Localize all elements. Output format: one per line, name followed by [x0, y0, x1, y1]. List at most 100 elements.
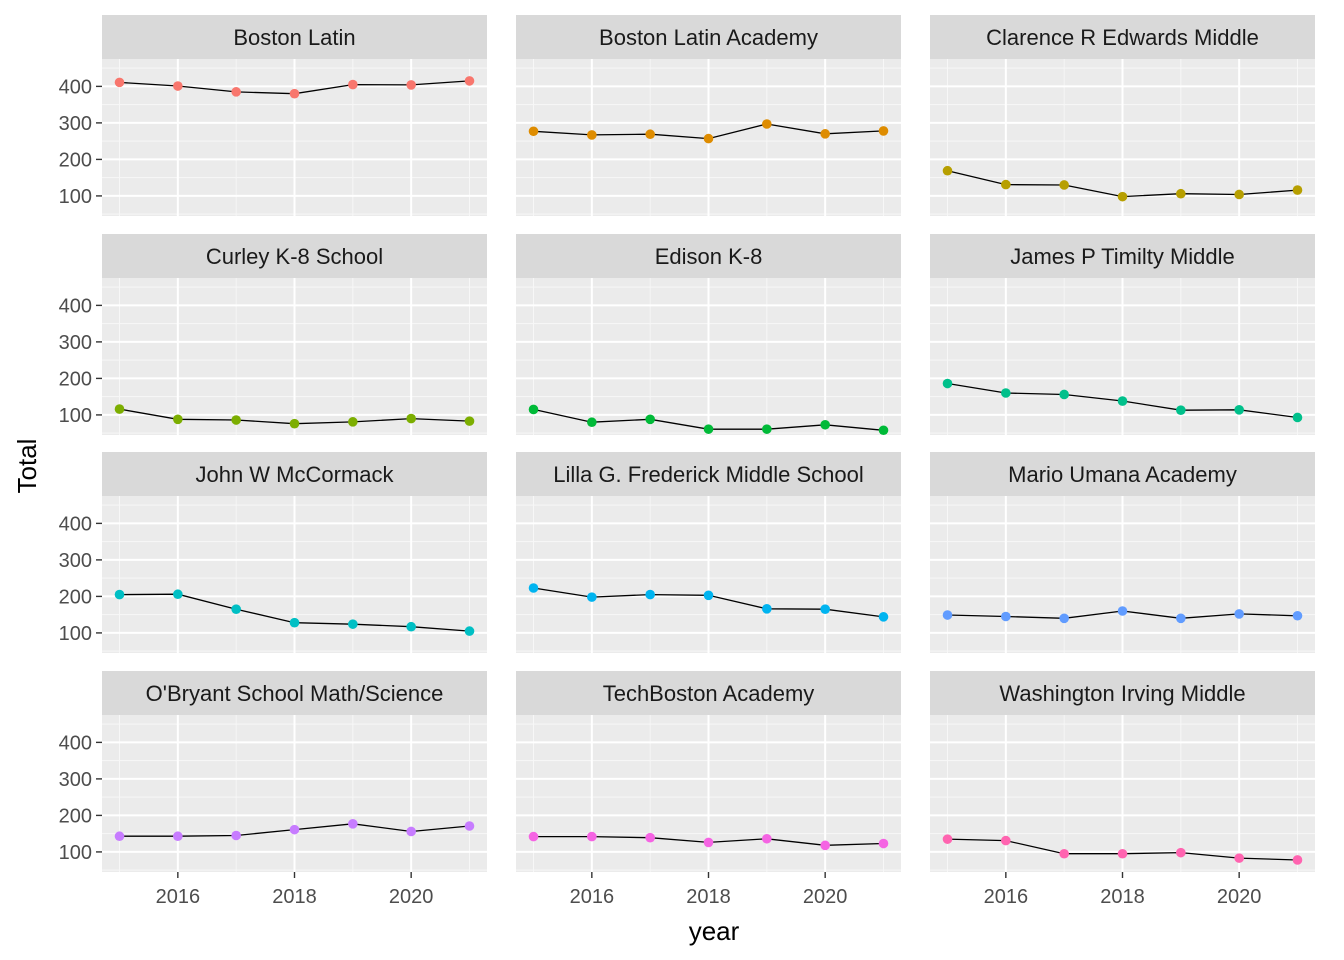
data-point: [348, 417, 358, 427]
facet-panels: Boston Latin Boston Latin Academy Clarence…: [102, 15, 1315, 872]
data-point: [173, 831, 183, 842]
data-point: [878, 612, 889, 622]
data-point: [587, 417, 597, 428]
facet-strip: [516, 671, 901, 715]
facet-strip: [516, 15, 901, 59]
data-point: [406, 413, 416, 424]
x-tick-label: 2018: [272, 886, 317, 908]
data-point: [528, 583, 539, 593]
facet-o-bryant-school-math-science: O'Bryant School Math/Science: [102, 671, 487, 872]
data-point: [820, 129, 830, 139]
data-point: [942, 378, 953, 389]
y-axis-title: Total: [12, 439, 42, 494]
facet-strip: [516, 234, 901, 278]
data-point: [878, 126, 889, 136]
y-tick-label: 100: [59, 405, 92, 427]
data-point: [645, 589, 655, 600]
data-point: [1001, 388, 1011, 398]
y-tick-label: 400: [59, 513, 92, 535]
data-point: [464, 821, 475, 831]
y-tick-label: 400: [59, 732, 92, 754]
data-point: [231, 87, 241, 97]
data-point: [1292, 412, 1303, 423]
facet-strip-label: Boston Latin: [233, 25, 355, 50]
facet-john-w-mccormack: John W McCormack: [102, 452, 487, 653]
data-point: [464, 416, 475, 426]
data-point: [1117, 191, 1128, 202]
data-point: [703, 424, 714, 434]
data-point: [231, 415, 241, 425]
data-point: [231, 604, 241, 614]
data-point: [645, 129, 655, 140]
y-tick-label: 200: [59, 805, 92, 827]
data-point: [528, 831, 539, 842]
data-point: [114, 77, 125, 88]
x-tick-label: 2018: [1100, 886, 1145, 908]
data-point: [289, 824, 300, 835]
facet-strip: [930, 452, 1315, 496]
data-point: [878, 425, 889, 436]
facet-boston-latin: Boston Latin: [102, 15, 487, 216]
data-point: [289, 617, 300, 628]
data-point: [528, 404, 539, 415]
facet-strip-label: Boston Latin Academy: [599, 25, 818, 50]
data-point: [1292, 185, 1303, 195]
data-point: [1234, 609, 1244, 619]
facet-lilla-g-frederick-middle-school: Lilla G. Frederick Middle School: [516, 452, 901, 653]
data-point: [587, 592, 597, 602]
facet-strip-label: Mario Umana Academy: [1008, 462, 1237, 487]
data-point: [348, 819, 358, 829]
facet-strip-label: John W McCormack: [195, 462, 394, 487]
data-point: [464, 76, 475, 86]
x-tick-label: 2016: [156, 886, 201, 908]
data-point: [1059, 613, 1069, 624]
data-point: [114, 404, 125, 414]
data-point: [1176, 613, 1186, 624]
facet-mario-umana-academy: Mario Umana Academy: [930, 452, 1315, 653]
data-point: [289, 88, 300, 99]
data-point: [406, 621, 416, 632]
x-axis-title: year: [689, 916, 740, 946]
data-point: [1234, 405, 1244, 415]
y-tick-label: 200: [59, 368, 92, 390]
data-point: [645, 414, 655, 425]
data-point: [1117, 396, 1128, 406]
facet-curley-k-8-school: Curley K-8 School: [102, 234, 487, 435]
facet-strip-label: Edison K-8: [655, 244, 763, 269]
data-point: [820, 419, 830, 430]
data-point: [114, 831, 125, 842]
facet-boston-latin-academy: Boston Latin Academy: [516, 15, 901, 216]
y-tick-label: 300: [59, 550, 92, 572]
data-point: [820, 604, 830, 614]
facet-strip: [102, 15, 487, 59]
data-point: [1059, 180, 1069, 190]
data-point: [114, 589, 125, 600]
y-tick-label: 400: [59, 295, 92, 317]
y-tick-label: 300: [59, 332, 92, 354]
data-point: [348, 79, 358, 90]
data-point: [1001, 835, 1011, 846]
data-point: [645, 832, 655, 843]
x-axes: 2016 2018 2020 2016 2018 2020 2016 2018 2020: [156, 872, 1262, 908]
data-point: [587, 130, 597, 140]
facet-techboston-academy: TechBoston Academy: [516, 671, 901, 872]
facet-strip: [102, 671, 487, 715]
data-point: [942, 610, 953, 620]
data-point: [406, 80, 416, 90]
data-point: [1001, 611, 1011, 622]
facet-strip-label: James P Timilty Middle: [1010, 244, 1235, 269]
data-point: [1234, 189, 1244, 200]
data-point: [528, 126, 539, 137]
data-point: [703, 590, 714, 601]
y-axes: 100 200 300 400 100 200 300 400 100 200 300 400 100 2…: [59, 76, 102, 864]
data-point: [878, 838, 889, 849]
y-tick-label: 100: [59, 842, 92, 864]
data-point: [464, 626, 475, 636]
x-tick-label: 2020: [1217, 886, 1262, 908]
facet-washington-irving-middle: Washington Irving Middle: [930, 671, 1315, 872]
y-tick-label: 400: [59, 76, 92, 98]
y-tick-label: 100: [59, 623, 92, 645]
facet-strip-label: O'Bryant School Math/Science: [146, 681, 444, 706]
facet-strip: [930, 671, 1315, 715]
